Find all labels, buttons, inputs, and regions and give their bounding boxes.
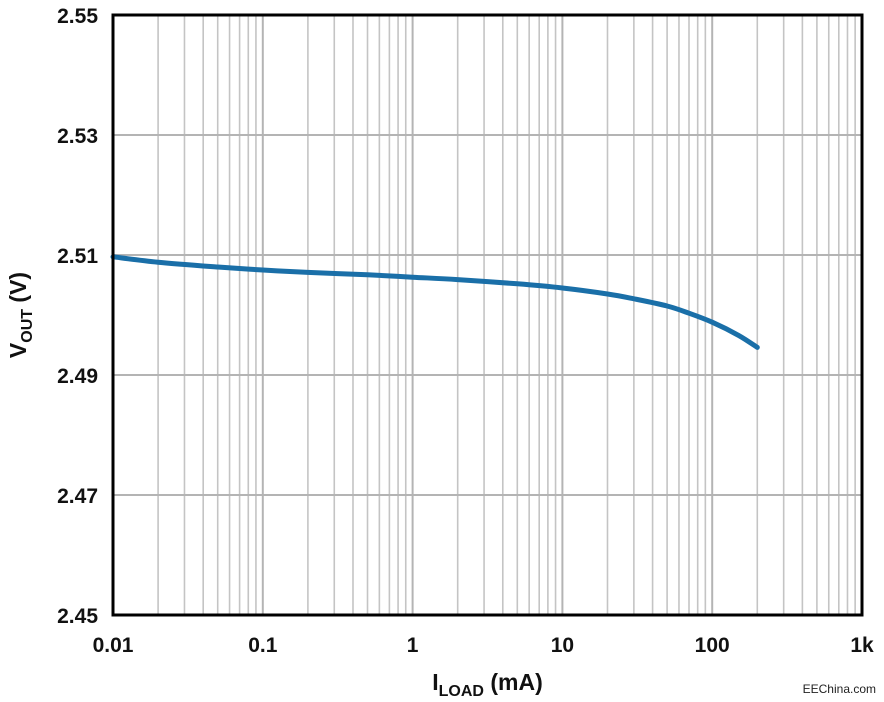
y-tick-label: 2.45 — [57, 605, 98, 628]
y-axis-label-subscript: OUT — [19, 309, 36, 343]
y-tick-label: 2.47 — [57, 485, 98, 508]
watermark: EEChina.com — [802, 682, 876, 696]
x-tick-label: 100 — [695, 634, 730, 657]
series-layer — [110, 254, 760, 350]
y-axis-label-main: V — [5, 342, 31, 358]
y-tick-label: 2.53 — [57, 125, 98, 148]
x-tick-label: 10 — [551, 634, 574, 657]
y-tick-labels: 2.45 2.47 2.49 2.51 2.53 2.55 — [57, 5, 98, 628]
y-tick-label: 2.49 — [57, 365, 98, 388]
x-tick-labels: 0.01 0.1 1 10 100 1k — [93, 634, 874, 657]
x-tick-label: 1k — [850, 634, 874, 657]
x-axis-label-unit: (mA) — [484, 669, 543, 695]
x-tick-label: 0.01 — [93, 634, 134, 657]
y-tick-label: 2.55 — [57, 5, 98, 28]
x-tick-label: 0.1 — [248, 634, 278, 657]
x-axis-label-main: I — [432, 669, 438, 695]
minor-gridlines — [157, 15, 856, 615]
plot-frame — [111, 13, 864, 617]
y-axis-label-unit: (V) — [5, 272, 31, 309]
y-axis-label: VOUT (V) — [5, 272, 36, 358]
series-line — [110, 254, 760, 350]
major-gridlines — [112, 14, 863, 616]
x-axis-label: ILOAD (mA) — [432, 669, 543, 700]
x-tick-label: 1 — [407, 634, 419, 657]
x-axis-label-subscript: LOAD — [439, 683, 484, 700]
y-tick-label: 2.51 — [57, 245, 98, 268]
